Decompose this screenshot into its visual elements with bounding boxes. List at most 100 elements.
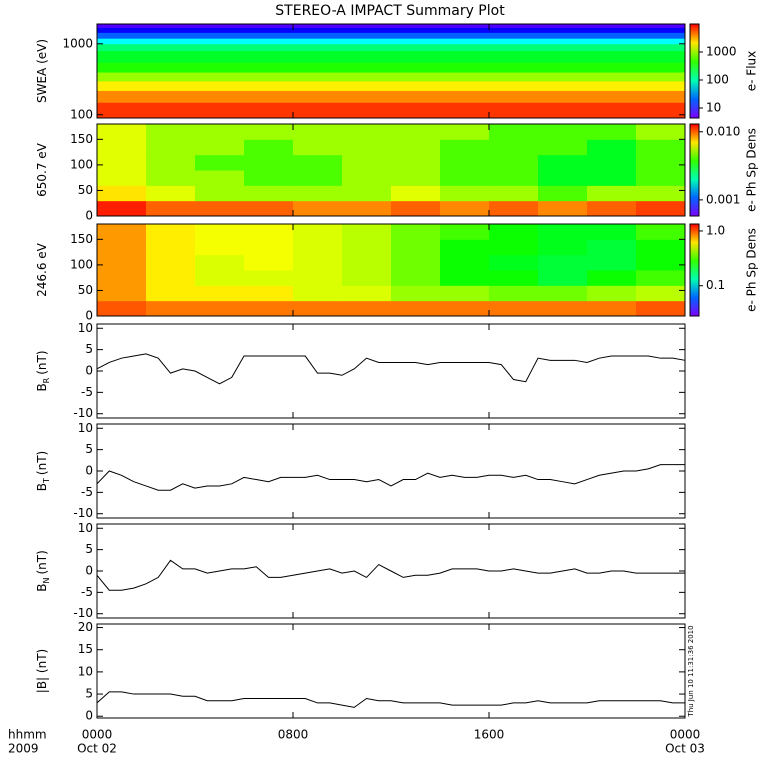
heat-cell [538, 239, 588, 256]
heat-cell [293, 200, 343, 217]
y-axis-label: BR (nT) [35, 350, 51, 391]
heat-cell [244, 124, 294, 140]
heat-cell [538, 224, 588, 240]
heat-cell [538, 170, 588, 186]
data-line [96, 691, 685, 708]
heat-cell [97, 27, 686, 33]
heat-cell [195, 139, 245, 156]
heat-cell [538, 300, 588, 317]
heat-cell [587, 270, 637, 286]
y-tick-label: -5 [81, 485, 93, 499]
heat-cell [244, 254, 294, 271]
heat-cell [293, 124, 343, 140]
y-axis-label: 246.6 eV [35, 242, 49, 297]
heat-cell [342, 124, 392, 140]
heat-cell [195, 154, 245, 171]
heat-cell [489, 124, 539, 140]
y-label-main: |B| (nT) [35, 649, 49, 693]
y-label-sub: T [42, 478, 51, 484]
heat-cell [342, 170, 392, 186]
heat-cell [440, 285, 490, 302]
heat-cell [636, 239, 686, 256]
heat-cell [440, 154, 490, 171]
heat-cell [440, 124, 490, 140]
heat-cell [636, 139, 686, 156]
title: STEREO-A IMPACT Summary Plot [275, 3, 505, 19]
y-label-main: 246.6 eV [35, 242, 49, 297]
heat-cell [97, 90, 686, 103]
heat-cell [146, 239, 196, 256]
heat-cell [195, 270, 245, 286]
heat-cell [489, 185, 539, 202]
heat-cell [244, 139, 294, 156]
heat-cell [97, 80, 686, 91]
x-tick-label: 1600 [474, 728, 505, 742]
heat-cell [244, 185, 294, 202]
heat-cell [97, 72, 686, 82]
heat-cell [97, 32, 686, 39]
heat-cell [489, 200, 539, 217]
y-tick-label: -10 [73, 406, 93, 420]
y-axis-label: |B| (nT) [35, 649, 49, 693]
heat-cell [636, 200, 686, 217]
heat-cell [391, 285, 441, 302]
heat-cell [636, 285, 686, 302]
heat-cell [587, 200, 637, 217]
heat-cell [97, 62, 686, 73]
y-tick-label: 100 [70, 107, 93, 121]
y-tick-label: 150 [70, 232, 93, 246]
heat-cell [146, 124, 196, 140]
heat-cell [489, 154, 539, 171]
y-label-sub: R [42, 377, 51, 383]
heat-cell [342, 270, 392, 286]
y-tick-label: 50 [78, 183, 93, 197]
y-tick-label: -5 [81, 585, 93, 599]
heat-cell [97, 254, 147, 271]
heat-cell [97, 300, 147, 317]
y-tick-label: 5 [85, 442, 93, 456]
heat-cell [97, 185, 147, 202]
panel-frame [96, 23, 686, 119]
heat-cell [97, 139, 147, 156]
y-tick-label: 100 [70, 257, 93, 271]
heat-cell [391, 124, 441, 140]
heat-cell [97, 50, 686, 63]
y-tick-label: 10 [78, 521, 93, 535]
heat-cell [293, 285, 343, 302]
heat-cell [587, 139, 637, 156]
heat-cell [293, 224, 343, 240]
colorbar-tick-label: 1.0 [706, 223, 725, 237]
start-date: Oct 02 [77, 742, 117, 756]
heat-cell [538, 270, 588, 286]
heat-cell [587, 285, 637, 302]
heat-cell [146, 200, 196, 217]
heat-cell [538, 200, 588, 217]
y-axis-label: 650.7 eV [35, 142, 49, 197]
y-tick-label: 100 [70, 157, 93, 171]
y-tick-label: 5 [85, 687, 93, 701]
y-tick-label: -10 [73, 606, 93, 620]
heat-cell [489, 170, 539, 186]
y-label-main: SWEA (eV) [35, 39, 49, 103]
y-tick-label: 0 [85, 209, 93, 223]
y-tick-label: 0 [85, 309, 93, 323]
x-format-label: hhmm [8, 728, 47, 742]
y-tick-label: 20 [78, 620, 93, 634]
heat-cell [146, 285, 196, 302]
heat-cell [195, 200, 245, 217]
y-tick-label: -5 [81, 385, 93, 399]
heat-cell [195, 124, 245, 140]
y-tick-label: 10 [78, 664, 93, 678]
heat-cell [636, 270, 686, 286]
y-axis-label: BN (nT) [35, 550, 51, 592]
heat-cell [489, 254, 539, 271]
heat-cell [636, 300, 686, 317]
heat-cell [146, 254, 196, 271]
heat-cell [440, 200, 490, 217]
colorbar-tick-label: 10 [706, 101, 721, 115]
heat-cell [97, 24, 686, 28]
colorbar [689, 123, 700, 217]
y-tick-label: -10 [73, 506, 93, 520]
heat-cell [538, 285, 588, 302]
